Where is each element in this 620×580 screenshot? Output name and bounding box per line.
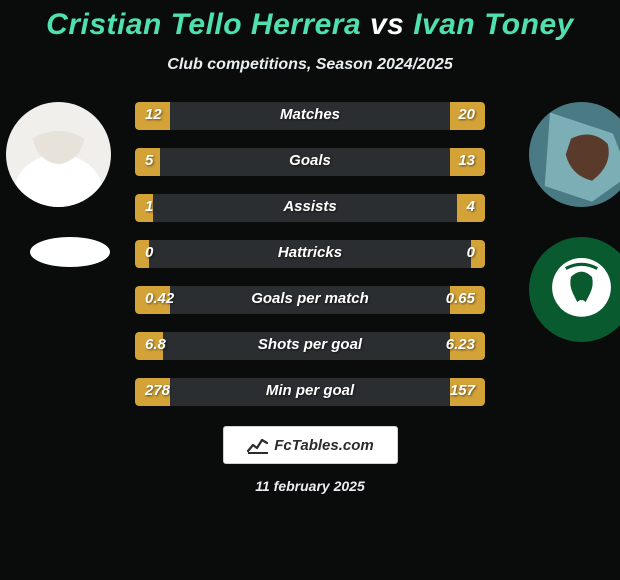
comparison-card: Cristian Tello Herrera vs Ivan Toney Clu… — [0, 0, 620, 580]
stat-label: Min per goal — [135, 382, 485, 399]
stat-value-left: 6.8 — [145, 336, 166, 353]
player2-name: Ivan Toney — [413, 8, 574, 41]
player1-club-badge — [30, 237, 110, 267]
stat-row: Assists1 4 — [135, 194, 485, 222]
stat-value-left: 0 — [145, 244, 153, 261]
stat-value-left: 0.42 — [145, 290, 174, 307]
stat-value-left: 12 — [145, 106, 162, 123]
stat-label: Shots per goal — [135, 336, 485, 353]
footer-date: 11 february 2025 — [0, 478, 620, 494]
stat-value-left: 278 — [145, 382, 170, 399]
stat-value-right: 13 — [458, 152, 475, 169]
player1-avatar — [6, 102, 111, 207]
stat-value-left: 1 — [145, 198, 153, 215]
player2-club-badge — [529, 237, 620, 342]
stat-value-right: 6.23 — [446, 336, 475, 353]
stat-row: Min per goal278 157 — [135, 378, 485, 406]
stats-area: Matches12 20 Goals5 13 Assists1 4 Hattricks0 0 G… — [0, 102, 620, 406]
stat-value-right: 0 — [467, 244, 475, 261]
stat-row: Goals per match0.42 0.65 — [135, 286, 485, 314]
stat-row: Shots per goal6.8 6.23 — [135, 332, 485, 360]
brand-icon — [246, 435, 270, 455]
stat-value-right: 20 — [458, 106, 475, 123]
stat-value-left: 5 — [145, 152, 153, 169]
subtitle: Club competitions, Season 2024/2025 — [0, 56, 620, 74]
brand-text: FcTables.com — [274, 437, 373, 454]
stat-label: Goals per match — [135, 290, 485, 307]
brand-badge: FcTables.com — [223, 426, 398, 464]
stat-label: Goals — [135, 152, 485, 169]
stat-row: Goals5 13 — [135, 148, 485, 176]
stat-label: Matches — [135, 106, 485, 123]
stat-value-right: 4 — [467, 198, 475, 215]
stat-value-right: 157 — [450, 382, 475, 399]
stat-label: Assists — [135, 198, 485, 215]
stat-row: Matches12 20 — [135, 102, 485, 130]
player1-name: Cristian Tello Herrera — [46, 8, 361, 41]
player2-avatar — [529, 102, 620, 207]
stat-label: Hattricks — [135, 244, 485, 261]
stat-bars: Matches12 20 Goals5 13 Assists1 4 Hattricks0 0 G… — [135, 102, 485, 406]
stat-value-right: 0.65 — [446, 290, 475, 307]
vs-separator: vs — [370, 8, 404, 41]
stat-row: Hattricks0 0 — [135, 240, 485, 268]
page-title: Cristian Tello Herrera vs Ivan Toney — [0, 8, 620, 42]
